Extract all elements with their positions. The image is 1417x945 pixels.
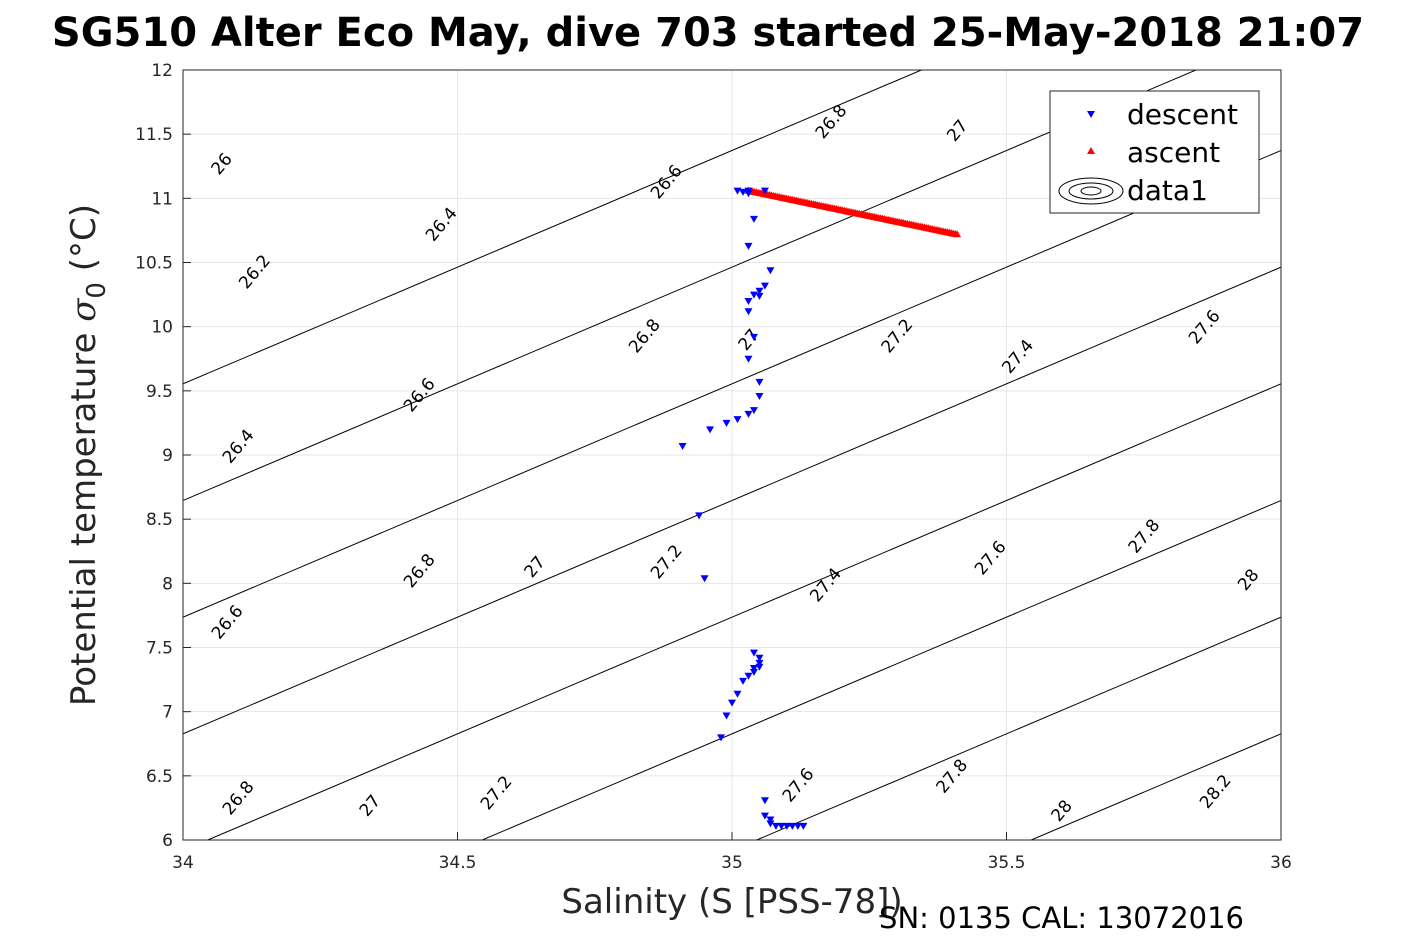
legend-ascent-label: ascent [1127, 136, 1220, 169]
descent-point [760, 812, 769, 820]
descent-point [728, 699, 736, 707]
y-tick-label: 10 [151, 318, 173, 338]
descent-point [744, 410, 753, 418]
descent-point [760, 187, 769, 195]
chart-title: SG510 Alter Eco May, dive 703 started 25… [52, 10, 1364, 56]
descent-point [744, 308, 753, 316]
y-tick-label: 8 [162, 574, 173, 594]
descent-point [717, 734, 726, 742]
contour-line-26-6 [183, 266, 1281, 735]
descent-point [782, 822, 791, 830]
contour-line-27-6 [1306, 70, 1417, 840]
descent-point [755, 659, 764, 667]
descent-point [766, 820, 775, 828]
descent-point [749, 215, 758, 223]
contour-icon [1058, 177, 1124, 205]
descent-point [777, 822, 786, 830]
contour-line-26-2 [183, 70, 1197, 502]
y-tick-label: 7 [162, 703, 173, 723]
y-tick-label: 7.5 [146, 639, 173, 659]
descent-point [760, 797, 769, 805]
contour-line-27 [482, 499, 1281, 840]
descent-point [749, 407, 758, 415]
descent-point [744, 672, 753, 680]
descent-point [733, 690, 742, 698]
descent-point [749, 665, 758, 673]
descent-point [733, 416, 742, 424]
descent-point [755, 292, 764, 300]
legend: descent ascent data1 [1049, 90, 1260, 214]
descent-point [678, 443, 687, 451]
y-tick-label: 12 [151, 61, 173, 81]
y-axis-label-sigma: σ [64, 298, 104, 322]
descent-point [744, 190, 753, 198]
descent-point [749, 649, 758, 657]
ascent-series [744, 186, 962, 238]
descent-point [766, 816, 775, 824]
contour-line-26 [183, 70, 922, 385]
x-ticks: 34 34.5 35 35.5 36 [172, 832, 1292, 873]
grid-lines [182, 69, 1282, 841]
x-tick-label: 35.5 [988, 853, 1026, 873]
y-tick-label: 8.5 [146, 510, 173, 530]
contour-line-26-8 [207, 383, 1281, 840]
descent-point [749, 668, 758, 676]
legend-data1-label: data1 [1127, 174, 1208, 207]
descent-point [749, 333, 758, 341]
legend-ascent-marker [1087, 147, 1095, 154]
descent-point [793, 822, 802, 830]
legend-descent-label: descent [1127, 98, 1238, 131]
descent-point [706, 426, 715, 434]
y-ticks: 6 6.5 7 7.5 8 8.5 9 9.5 10 10.5 11 11.5 12 [135, 61, 191, 851]
descent-point [755, 287, 764, 295]
descent-point [755, 392, 764, 400]
y-tick-label: 11 [151, 189, 173, 209]
descent-point [700, 575, 709, 583]
y-tick-label: 10.5 [135, 254, 173, 274]
x-tick-label: 34 [172, 853, 194, 873]
x-tick-label: 35 [721, 853, 743, 873]
x-tick-label: 34.5 [439, 853, 477, 873]
y-axis-label: Potential temperature σ0 (°C) [64, 204, 112, 706]
ascent-point [953, 230, 962, 238]
descent-point [744, 242, 753, 250]
descent-point [738, 677, 747, 685]
y-tick-label: 6 [162, 831, 173, 851]
y-axis-label-subscript: 0 [82, 282, 112, 299]
density-contours [183, 70, 1417, 840]
descent-point [755, 663, 764, 671]
y-axis-label-main: Potential temperature [64, 322, 104, 706]
descent-point [722, 419, 731, 427]
descent-point [760, 282, 769, 290]
legend-descent-marker [1087, 111, 1095, 118]
y-tick-label: 11.5 [135, 125, 173, 145]
y-axis-label-unit: (°C) [64, 204, 104, 282]
descent-point [766, 267, 775, 275]
descent-point [755, 654, 764, 662]
descent-point [788, 822, 797, 830]
x-tick-label: 36 [1270, 853, 1292, 873]
y-tick-label: 9.5 [146, 382, 173, 402]
y-tick-label: 9 [162, 446, 173, 466]
contour-line-27-2 [756, 616, 1281, 840]
descent-point [744, 355, 753, 363]
descent-point [755, 378, 764, 386]
descent-point [771, 822, 780, 830]
footer-serial-calibration: SN: 0135 CAL: 13072016 [879, 901, 1244, 935]
descent-point [744, 298, 753, 305]
descent-point [695, 512, 704, 520]
x-axis-label: Salinity (S [PSS-78]) [561, 882, 902, 922]
legend-box [1049, 90, 1260, 214]
descent-point [722, 712, 731, 720]
y-tick-label: 6.5 [146, 767, 173, 787]
descent-series [678, 187, 808, 830]
descent-point [799, 822, 808, 830]
